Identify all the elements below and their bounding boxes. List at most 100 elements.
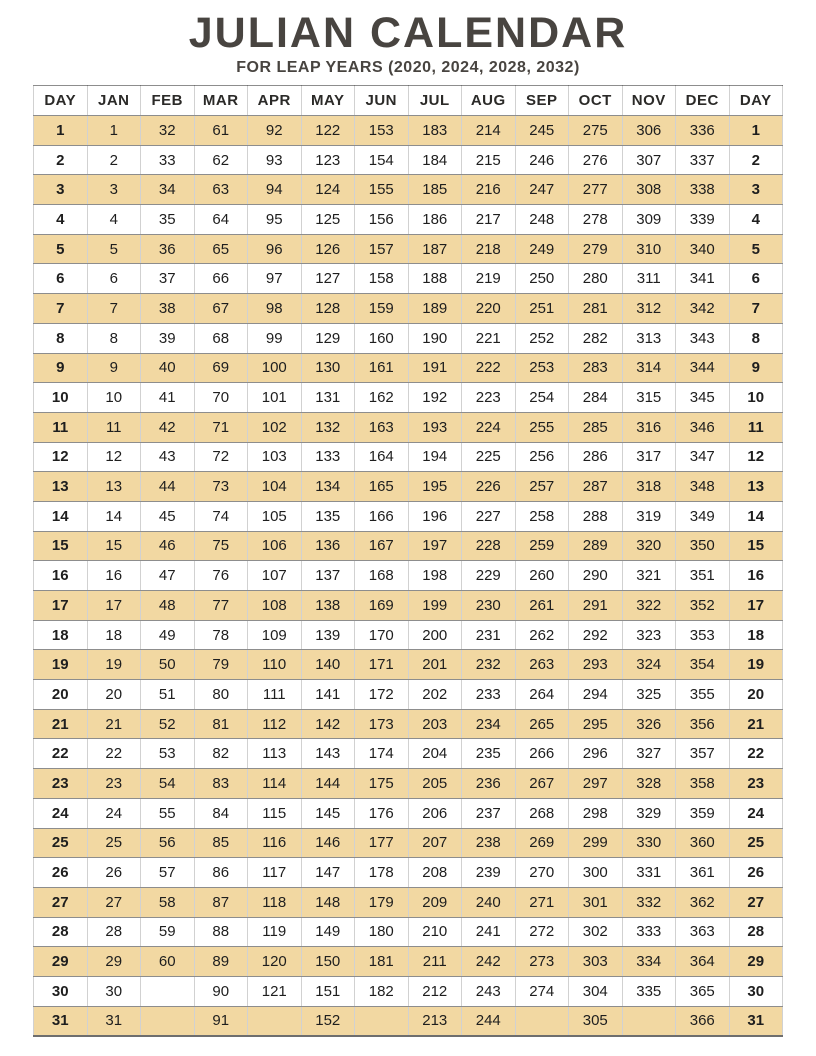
day-number-cell: 21 <box>33 708 88 740</box>
julian-day-cell: 274 <box>514 975 569 1007</box>
julian-day-cell: 7 <box>86 293 141 324</box>
column-header-jul: JUL <box>407 85 462 116</box>
column-header-jun: JUN <box>354 85 409 116</box>
julian-day-cell: 277 <box>568 174 623 206</box>
julian-day-cell: 124 <box>300 174 355 206</box>
julian-day-cell: 272 <box>514 916 569 948</box>
day-number-cell: 8 <box>728 322 783 354</box>
julian-day-cell: 217 <box>461 204 516 235</box>
julian-day-cell: 238 <box>461 827 516 859</box>
julian-day-cell: 178 <box>354 857 409 888</box>
julian-day-cell: 157 <box>354 233 409 265</box>
julian-day-cell: 210 <box>407 916 462 948</box>
julian-day-cell: 188 <box>407 263 462 295</box>
julian-day-cell: 261 <box>514 590 569 621</box>
julian-day-cell: 85 <box>193 827 248 859</box>
julian-day-cell: 35 <box>140 204 195 235</box>
julian-day-cell: 230 <box>461 590 516 621</box>
column-header-feb: FEB <box>140 85 195 116</box>
julian-day-cell: 78 <box>193 619 248 651</box>
day-number-cell: 13 <box>33 471 88 502</box>
julian-day-cell: 3 <box>86 174 141 206</box>
julian-day-cell: 109 <box>247 619 302 651</box>
julian-day-cell: 286 <box>568 441 623 473</box>
julian-day-cell: 362 <box>675 886 730 918</box>
julian-day-cell: 145 <box>300 797 355 829</box>
julian-day-cell: 68 <box>193 322 248 354</box>
table-row: 20 20 51 80 111 141 172 202 233 264 294 325 355 20 <box>33 679 783 710</box>
julian-day-cell: 61 <box>193 115 248 146</box>
page-title: JULIAN CALENDAR <box>188 9 628 57</box>
julian-day-cell: 182 <box>354 975 409 1007</box>
julian-day-cell <box>514 1005 569 1037</box>
julian-day-cell: 298 <box>568 797 623 829</box>
table-row: 9 9 40 69 100 130 161 191 222 253 283 314 344 9 <box>33 352 783 384</box>
julian-day-cell: 214 <box>461 115 516 146</box>
julian-day-cell: 14 <box>86 500 141 532</box>
julian-day-cell: 59 <box>140 916 195 948</box>
julian-day-cell: 34 <box>140 174 195 206</box>
julian-day-cell: 292 <box>568 619 623 651</box>
table-row: 30 30 90 121 151 182 212 243 274 304 335 365 30 <box>33 975 783 1007</box>
julian-day-cell: 67 <box>193 293 248 324</box>
julian-day-cell: 114 <box>247 768 302 799</box>
julian-day-cell: 196 <box>407 500 462 532</box>
julian-day-cell: 93 <box>247 144 302 176</box>
day-number-cell: 4 <box>33 204 88 235</box>
day-number-cell: 27 <box>33 886 88 918</box>
julian-day-cell: 27 <box>86 886 141 918</box>
day-number-cell: 19 <box>33 649 88 681</box>
julian-day-cell: 25 <box>86 827 141 859</box>
julian-day-cell: 87 <box>193 886 248 918</box>
julian-day-cell: 186 <box>407 204 462 235</box>
julian-day-cell: 322 <box>621 590 676 621</box>
day-number-cell: 2 <box>728 144 783 176</box>
julian-day-cell: 134 <box>300 471 355 502</box>
julian-day-cell: 103 <box>247 441 302 473</box>
julian-day-cell: 265 <box>514 708 569 740</box>
julian-day-cell: 253 <box>514 352 569 384</box>
julian-day-cell: 321 <box>621 560 676 591</box>
julian-day-cell: 258 <box>514 500 569 532</box>
julian-day-cell: 65 <box>193 233 248 265</box>
julian-day-cell: 84 <box>193 797 248 829</box>
julian-day-cell: 10 <box>86 382 141 413</box>
julian-day-cell: 254 <box>514 382 569 413</box>
julian-day-cell: 33 <box>140 144 195 176</box>
julian-day-cell: 260 <box>514 560 569 591</box>
julian-day-cell: 99 <box>247 322 302 354</box>
julian-day-cell: 48 <box>140 590 195 621</box>
julian-day-cell <box>140 975 195 1007</box>
julian-day-cell: 37 <box>140 263 195 295</box>
table-row: 21 21 52 81 112 142 173 203 234 265 295 326 356 21 <box>33 708 783 740</box>
table-row: 5 5 36 65 96 126 157 187 218 249 279 310 340 5 <box>33 233 783 265</box>
julian-day-cell: 307 <box>621 144 676 176</box>
julian-day-cell: 309 <box>621 204 676 235</box>
julian-day-cell: 363 <box>675 916 730 948</box>
julian-day-cell: 191 <box>407 352 462 384</box>
julian-day-cell: 75 <box>193 530 248 562</box>
julian-day-cell: 47 <box>140 560 195 591</box>
julian-day-cell: 173 <box>354 708 409 740</box>
julian-day-cell: 12 <box>86 441 141 473</box>
julian-day-cell: 330 <box>621 827 676 859</box>
day-number-cell: 23 <box>33 768 88 799</box>
julian-day-cell: 304 <box>568 975 623 1007</box>
julian-day-cell: 57 <box>140 857 195 888</box>
column-header-dec: DEC <box>675 85 730 116</box>
julian-day-cell: 83 <box>193 768 248 799</box>
julian-day-cell: 187 <box>407 233 462 265</box>
column-header-jan: JAN <box>86 85 141 116</box>
julian-day-cell: 69 <box>193 352 248 384</box>
julian-day-cell: 349 <box>675 500 730 532</box>
julian-day-cell: 115 <box>247 797 302 829</box>
julian-day-cell: 197 <box>407 530 462 562</box>
julian-day-cell: 256 <box>514 441 569 473</box>
julian-day-cell: 49 <box>140 619 195 651</box>
julian-day-cell: 128 <box>300 293 355 324</box>
julian-day-cell: 6 <box>86 263 141 295</box>
day-number-cell: 14 <box>33 500 88 532</box>
julian-day-cell: 333 <box>621 916 676 948</box>
day-number-cell: 26 <box>728 857 783 888</box>
julian-day-cell: 51 <box>140 679 195 710</box>
